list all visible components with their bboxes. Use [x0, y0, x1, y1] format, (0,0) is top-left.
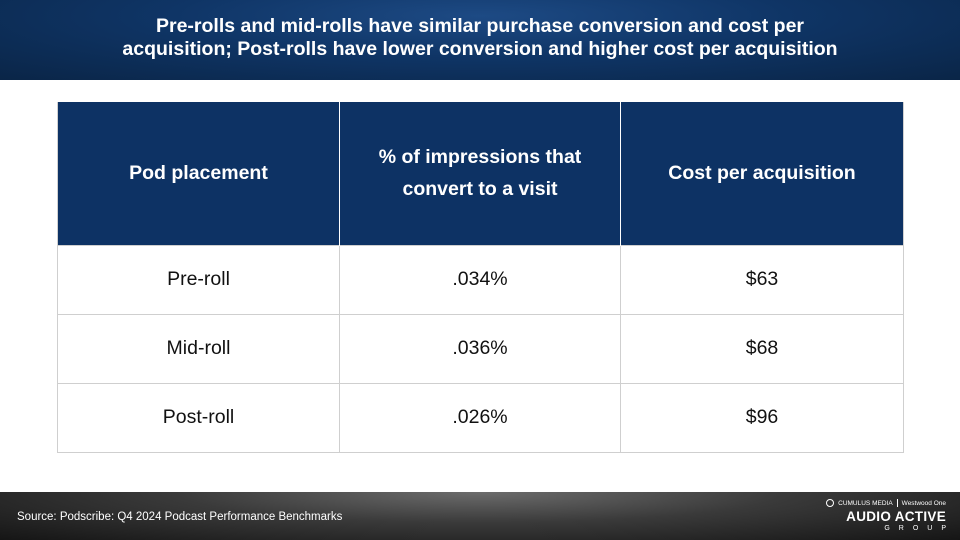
audio-active-group-logo: CUMULUS MEDIA Westwood One AUDIO ACTIVE …: [806, 498, 946, 536]
cell-placement: Pre-roll: [57, 244, 340, 315]
table-row: Post-roll .026% $96: [57, 382, 904, 453]
source-citation: Source: Podscribe: Q4 2024 Podcast Perfo…: [17, 511, 343, 523]
cell-conversion: .034%: [339, 244, 621, 315]
cell-cost: $68: [620, 313, 904, 384]
header-pod-placement: Pod placement: [57, 102, 340, 245]
header-cost-per-acquisition: Cost per acquisition: [620, 102, 904, 245]
logo-top-line: CUMULUS MEDIA Westwood One: [806, 498, 946, 508]
cell-cost: $63: [620, 244, 904, 315]
pod-placement-table: Pod placement % of impressions that conv…: [57, 102, 904, 453]
cell-placement: Mid-roll: [57, 313, 340, 384]
logo-main-text: AUDIO ACTIVE: [846, 509, 946, 524]
table-row: Pre-roll .034% $63: [57, 244, 904, 315]
footer-bar: Source: Podscribe: Q4 2024 Podcast Perfo…: [0, 492, 960, 540]
cell-placement: Post-roll: [57, 382, 340, 453]
logo-sub-text: GROUP: [884, 525, 955, 532]
title-banner: Pre-rolls and mid-rolls have similar pur…: [0, 0, 960, 80]
logo-cumulus-text: CUMULUS MEDIA: [838, 499, 893, 507]
slide-title: Pre-rolls and mid-rolls have similar pur…: [122, 15, 838, 60]
logo-westwood-text: Westwood One: [901, 499, 946, 507]
cumulus-logo-icon: [826, 499, 835, 507]
data-table-container: Pod placement % of impressions that conv…: [57, 102, 904, 453]
table-header-row: Pod placement % of impressions that conv…: [57, 102, 904, 245]
cell-conversion: .036%: [339, 313, 621, 384]
cell-cost: $96: [620, 382, 904, 453]
table-row: Mid-roll .036% $68: [57, 313, 904, 384]
logo-divider: [896, 499, 898, 507]
cell-conversion: .026%: [339, 382, 621, 453]
header-impressions-conversion: % of impressions that convert to a visit: [339, 102, 621, 245]
